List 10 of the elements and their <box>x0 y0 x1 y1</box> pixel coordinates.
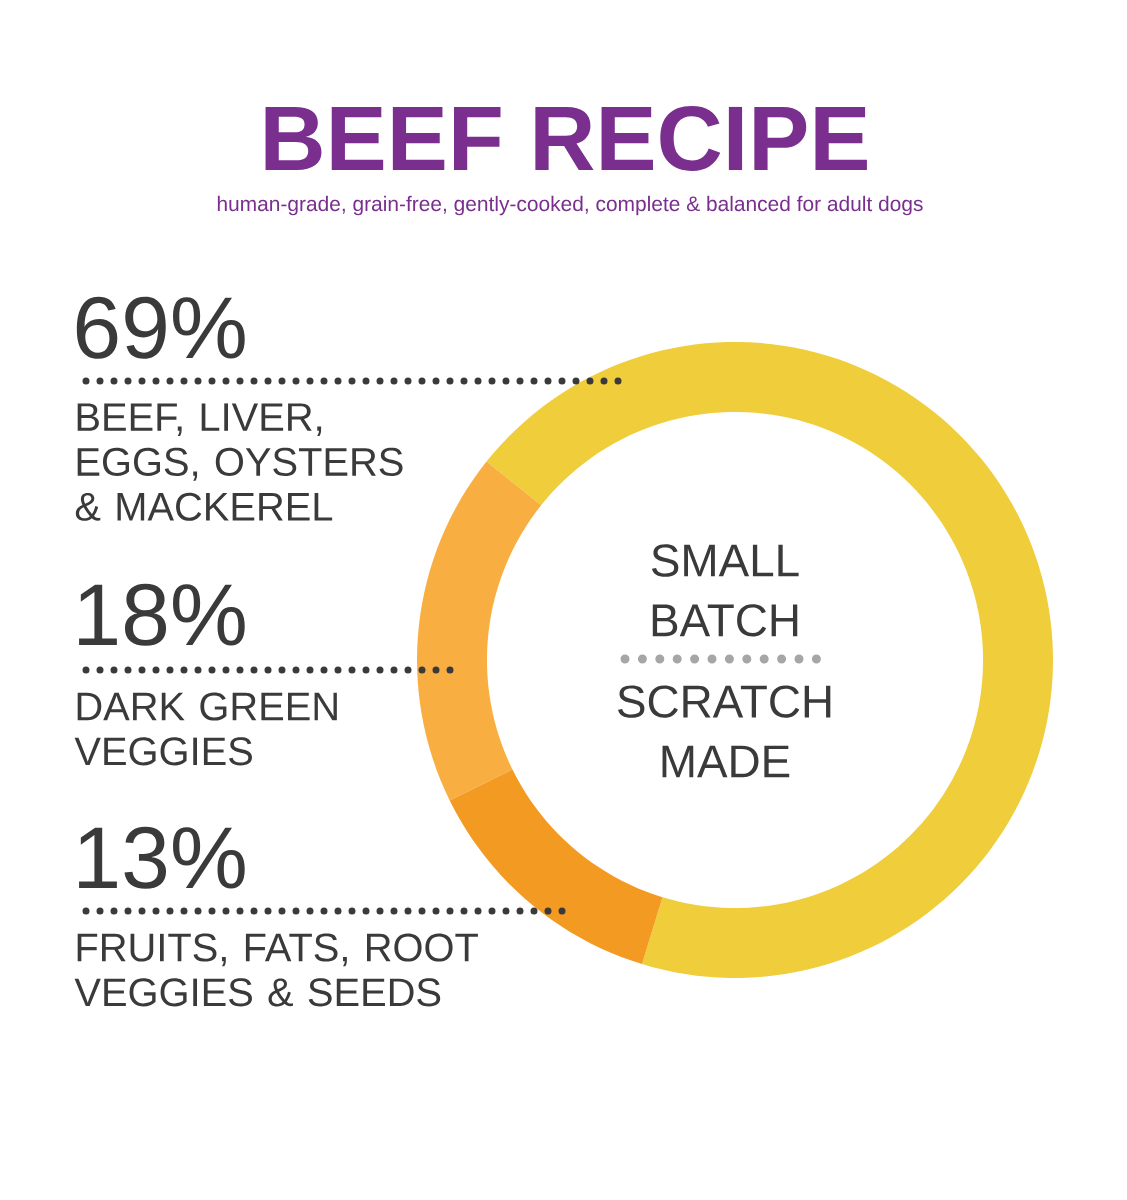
chart-title: BEEF RECIPE <box>265 105 867 171</box>
data-label: 18% <box>79 583 245 646</box>
slice-label: FRUITS, FATS, ROOT VEGGIES & SEEDS <box>74 933 478 1007</box>
chart-subtitle: human-grade, grain-free, gently-cooked, complete & balanced for adult dogs <box>217 195 923 216</box>
text: SCRATCH MADE <box>618 685 831 778</box>
data-label: 13% <box>79 826 245 889</box>
data-label: 69% <box>76 296 245 359</box>
text: SMALL BATCH <box>651 544 799 637</box>
slice-label: DARK GREEN VEGGIES <box>74 692 337 766</box>
slice-label: BEEF, LIVER, EGGS, OYSTERS & MACKEREL <box>75 403 403 521</box>
